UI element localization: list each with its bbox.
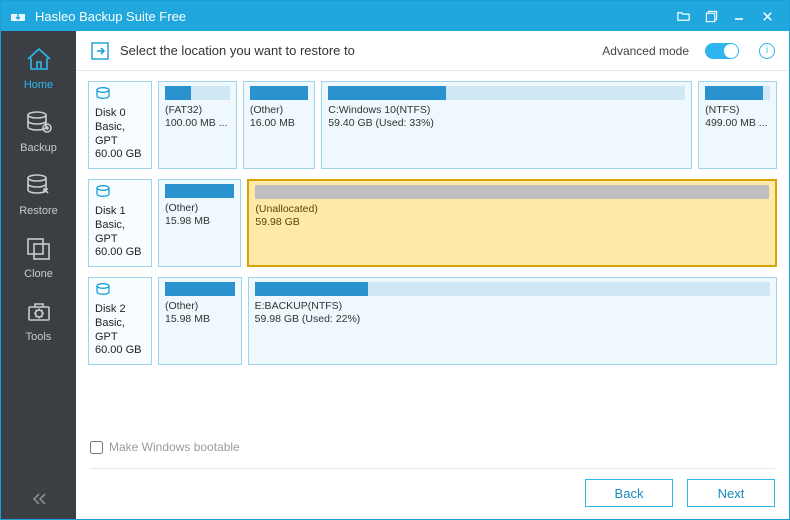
- partition[interactable]: (Unallocated) 59.98 GB: [247, 179, 777, 267]
- info-icon[interactable]: i: [759, 43, 775, 59]
- partition[interactable]: (Other) 15.98 MB: [158, 277, 242, 365]
- partition-size: 15.98 MB: [165, 313, 235, 326]
- sidebar-item-label: Backup: [20, 142, 57, 154]
- sidebar-item-tools[interactable]: Tools: [1, 289, 76, 352]
- disk-icon: [95, 86, 145, 105]
- app-window: Hasleo Backup Suite Free Home Backup Resto…: [0, 0, 790, 520]
- footer: Make Windows bootable Back Next: [76, 432, 789, 519]
- app-icon: [9, 7, 27, 25]
- sidebar-collapse-button[interactable]: [30, 492, 48, 511]
- partition-label: C:Windows 10(NTFS): [328, 104, 685, 117]
- partition-label: (Other): [165, 202, 234, 215]
- disk-name: Disk 1: [95, 205, 145, 219]
- partition-label: (Other): [165, 300, 235, 313]
- partition[interactable]: (NTFS) 499.00 MB ...: [698, 81, 777, 169]
- disk-row: Disk 2 Basic, GPT 60.00 GB (Other) 15.98…: [88, 277, 777, 365]
- sidebar-item-home[interactable]: Home: [1, 37, 76, 100]
- disk-icon: [95, 282, 145, 301]
- disk-name: Disk 0: [95, 107, 145, 121]
- disk-size: 60.00 GB: [95, 148, 145, 162]
- restore-icon: [24, 172, 54, 201]
- partition-size: 100.00 MB ...: [165, 117, 230, 130]
- advanced-mode-label: Advanced mode: [602, 44, 689, 58]
- partition-usage-bar: [165, 282, 235, 296]
- partition-usage-bar: [165, 184, 234, 198]
- partition-usage-bar: [705, 86, 770, 100]
- disk-meta: Basic, GPT: [95, 121, 145, 149]
- partition-usage-bar: [165, 86, 230, 100]
- partition-size: 59.98 GB (Used: 22%): [255, 313, 770, 326]
- tools-icon: [24, 298, 54, 327]
- open-folder-button[interactable]: [669, 2, 697, 30]
- partition-label: (FAT32): [165, 104, 230, 117]
- close-button[interactable]: [753, 2, 781, 30]
- make-bootable-checkbox[interactable]: Make Windows bootable: [90, 440, 775, 454]
- partition-size: 15.98 MB: [165, 215, 234, 228]
- partition[interactable]: (Other) 15.98 MB: [158, 179, 241, 267]
- header-prompt: Select the location you want to restore …: [120, 43, 355, 58]
- sidebar-item-restore[interactable]: Restore: [1, 163, 76, 226]
- sidebar-item-clone[interactable]: Clone: [1, 226, 76, 289]
- maximize-secondary-button[interactable]: [697, 2, 725, 30]
- partition-size: 59.40 GB (Used: 33%): [328, 117, 685, 130]
- sidebar-item-label: Home: [24, 79, 53, 91]
- main-panel: Select the location you want to restore …: [76, 31, 789, 519]
- restore-target-icon: [90, 41, 110, 61]
- disk-row: Disk 0 Basic, GPT 60.00 GB (FAT32) 100.0…: [88, 81, 777, 169]
- partition-usage-bar: [255, 185, 769, 199]
- sidebar-item-label: Restore: [19, 205, 58, 217]
- partition-size: 59.98 GB: [255, 216, 769, 229]
- disk-header[interactable]: Disk 2 Basic, GPT 60.00 GB: [88, 277, 152, 365]
- disk-row: Disk 1 Basic, GPT 60.00 GB (Other) 15.98…: [88, 179, 777, 267]
- make-bootable-input[interactable]: [90, 441, 103, 454]
- clone-icon: [24, 235, 54, 264]
- partition[interactable]: (FAT32) 100.00 MB ...: [158, 81, 237, 169]
- disk-header[interactable]: Disk 1 Basic, GPT 60.00 GB: [88, 179, 152, 267]
- partition-usage-bar: [250, 86, 308, 100]
- partition-label: (NTFS): [705, 104, 770, 117]
- advanced-mode-toggle[interactable]: [705, 43, 739, 59]
- sidebar: Home Backup Restore Clone Tools: [1, 31, 76, 519]
- partition[interactable]: E:BACKUP(NTFS) 59.98 GB (Used: 22%): [248, 277, 777, 365]
- disk-meta: Basic, GPT: [95, 219, 145, 247]
- partition[interactable]: C:Windows 10(NTFS) 59.40 GB (Used: 33%): [321, 81, 692, 169]
- partition[interactable]: (Other) 16.00 MB: [243, 81, 315, 169]
- partition-label: E:BACKUP(NTFS): [255, 300, 770, 313]
- partition-usage-bar: [255, 282, 770, 296]
- next-button[interactable]: Next: [687, 479, 775, 507]
- make-bootable-label: Make Windows bootable: [109, 440, 240, 454]
- disk-header[interactable]: Disk 0 Basic, GPT 60.00 GB: [88, 81, 152, 169]
- partition-label: (Other): [250, 104, 308, 117]
- partition-label: (Unallocated): [255, 203, 769, 216]
- minimize-button[interactable]: [725, 2, 753, 30]
- sidebar-item-label: Tools: [26, 331, 52, 343]
- app-title: Hasleo Backup Suite Free: [35, 9, 669, 24]
- backup-icon: [24, 109, 54, 138]
- title-bar: Hasleo Backup Suite Free: [1, 1, 789, 31]
- partition-size: 16.00 MB: [250, 117, 308, 130]
- disk-name: Disk 2: [95, 303, 145, 317]
- sidebar-item-label: Clone: [24, 268, 53, 280]
- partition-size: 499.00 MB ...: [705, 117, 770, 130]
- disk-size: 60.00 GB: [95, 344, 145, 358]
- partition-usage-bar: [328, 86, 685, 100]
- back-button[interactable]: Back: [585, 479, 673, 507]
- home-icon: [24, 46, 54, 75]
- disk-icon: [95, 184, 145, 203]
- header-row: Select the location you want to restore …: [76, 31, 789, 71]
- disk-list: Disk 0 Basic, GPT 60.00 GB (FAT32) 100.0…: [76, 71, 789, 432]
- sidebar-item-backup[interactable]: Backup: [1, 100, 76, 163]
- disk-meta: Basic, GPT: [95, 317, 145, 345]
- disk-size: 60.00 GB: [95, 246, 145, 260]
